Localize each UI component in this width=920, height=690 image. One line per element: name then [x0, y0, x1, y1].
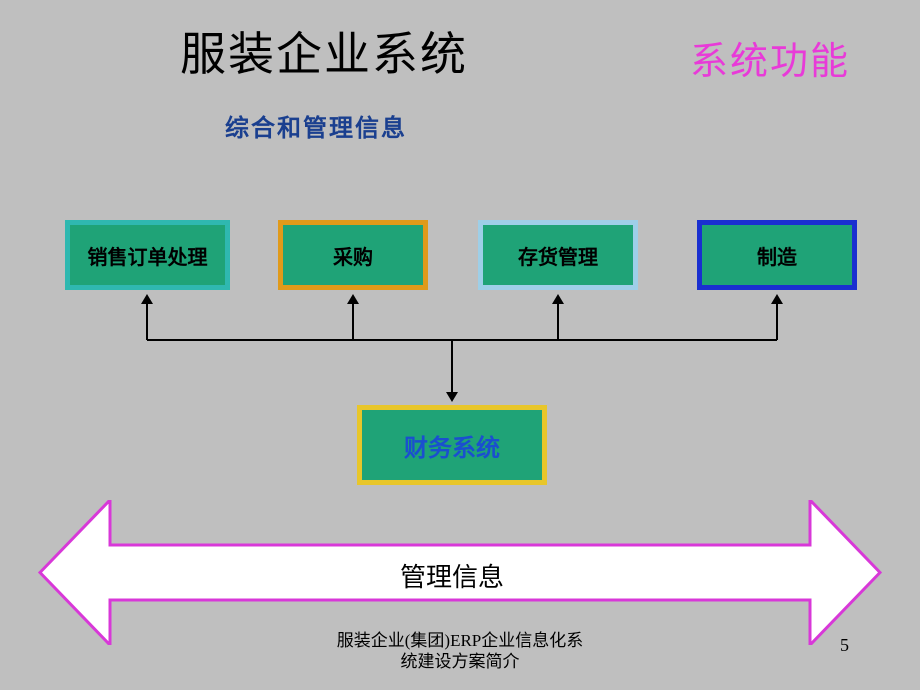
- box-label: 制造: [757, 241, 797, 270]
- box-sales-order: 销售订单处理: [65, 220, 230, 290]
- double-arrow-label: 管理信息: [400, 557, 504, 594]
- box-manufacturing: 制造: [697, 220, 857, 290]
- slide-title: 服装企业系统: [180, 18, 468, 84]
- slide-footer: 服装企业(集团)ERP企业信息化系 统建设方案简介: [300, 630, 620, 673]
- slide-title-right: 系统功能: [690, 30, 850, 85]
- footer-line1: 服装企业(集团)ERP企业信息化系: [300, 630, 620, 651]
- box-inventory: 存货管理: [478, 220, 638, 290]
- slide-subtitle: 综合和管理信息: [225, 108, 407, 143]
- box-label: 采购: [333, 241, 373, 270]
- box-finance-system: 财务系统: [357, 405, 547, 485]
- box-label: 存货管理: [518, 241, 598, 270]
- box-label: 销售订单处理: [88, 241, 208, 270]
- page-number: 5: [840, 635, 849, 656]
- footer-line2: 统建设方案简介: [300, 651, 620, 672]
- box-label: 财务系统: [404, 428, 500, 463]
- box-purchasing: 采购: [278, 220, 428, 290]
